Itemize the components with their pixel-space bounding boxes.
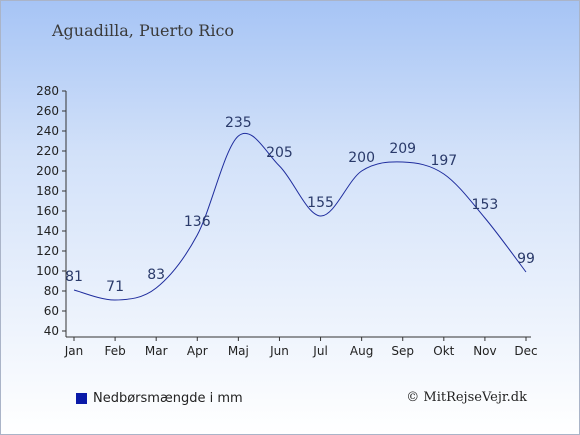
x-tick-label: Jun	[269, 344, 289, 358]
y-tick-label: 220	[36, 144, 59, 158]
y-tick-label: 60	[44, 304, 59, 318]
x-tick-label: Maj	[228, 344, 249, 358]
y-tick-label: 120	[36, 244, 59, 258]
y-tick-label: 160	[36, 204, 59, 218]
chart-title: Aguadilla, Puerto Rico	[52, 21, 235, 40]
data-label: 99	[517, 251, 535, 267]
data-label: 83	[147, 267, 165, 283]
data-label: 136	[184, 214, 211, 230]
y-tick-label: 260	[36, 104, 59, 118]
copyright-text: © MitRejseVejr.dk	[406, 390, 527, 405]
legend-swatch	[76, 393, 87, 404]
data-label: 197	[430, 153, 457, 169]
y-tick-label: 280	[36, 84, 59, 98]
data-label: 155	[307, 195, 334, 211]
data-label: 71	[106, 279, 124, 295]
data-label: 81	[65, 269, 83, 285]
y-tick-label: 180	[36, 184, 59, 198]
x-tick-label: Sep	[391, 344, 414, 358]
legend: Nedbørsmængde i mm	[76, 391, 243, 406]
x-tick-label: Dec	[514, 344, 537, 358]
data-label: 205	[266, 145, 293, 161]
data-label: 200	[348, 150, 375, 166]
x-tick-label: Apr	[187, 344, 208, 358]
x-tick-label: Mar	[145, 344, 168, 358]
x-tick-label: Nov	[473, 344, 496, 358]
data-label: 153	[472, 197, 499, 213]
x-tick-label: Okt	[433, 344, 454, 358]
x-tick-label: Feb	[104, 344, 125, 358]
y-tick-label: 40	[44, 324, 59, 338]
data-label: 235	[225, 115, 252, 131]
y-tick-label: 200	[36, 164, 59, 178]
x-tick-label: Jul	[312, 344, 327, 358]
legend-label: Nedbørsmængde i mm	[93, 391, 243, 406]
y-tick-label: 140	[36, 224, 59, 238]
y-tick-label: 100	[36, 264, 59, 278]
data-label: 209	[389, 141, 416, 157]
y-tick-label: 240	[36, 124, 59, 138]
x-tick-label: Jan	[64, 344, 84, 358]
x-tick-label: Aug	[350, 344, 373, 358]
y-tick-label: 80	[44, 284, 59, 298]
series-line	[73, 133, 527, 301]
